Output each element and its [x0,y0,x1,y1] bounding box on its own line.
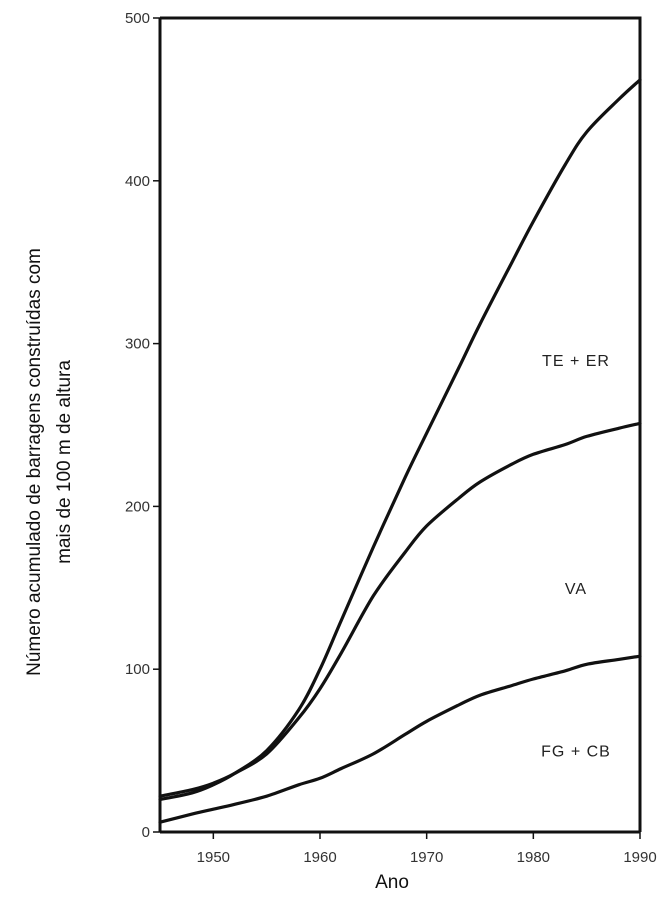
x-axis-title: Ano [375,872,409,893]
region-label: TE + ER [542,353,610,370]
x-tick-label: 1960 [303,849,336,866]
y-tick-label: 400 [125,173,150,190]
plot-curves [158,78,642,824]
y-tick-label: 300 [125,336,150,353]
x-tick-label: 1980 [517,849,550,866]
y-axis-title-line-2: mais de 100 m de altura [54,360,75,564]
series-line-2 [158,421,642,798]
x-tick-label: 1970 [410,849,443,866]
region-labels: TE + ER VA FG + CB [541,353,611,761]
y-axis-title: Número acumulado de barragens construída… [24,248,75,676]
y-tick-label: 200 [125,498,150,515]
x-tick-label: 1950 [197,849,230,866]
x-tick-label: 1990 [623,849,656,866]
x-axis: 1950 1960 1970 1980 1990 [197,832,657,866]
y-axis: 0 100 200 300 400 500 [125,10,160,841]
series-line-3 [158,654,642,824]
series-line-1 [158,78,642,801]
y-tick-label: 100 [125,661,150,678]
y-tick-label: 0 [142,824,150,841]
y-tick-label: 500 [125,10,150,27]
region-label: VA [565,581,587,598]
y-axis-title-line-1: Número acumulado de barragens construída… [24,248,45,676]
plot-frame [160,16,642,832]
region-label: FG + CB [541,744,611,761]
